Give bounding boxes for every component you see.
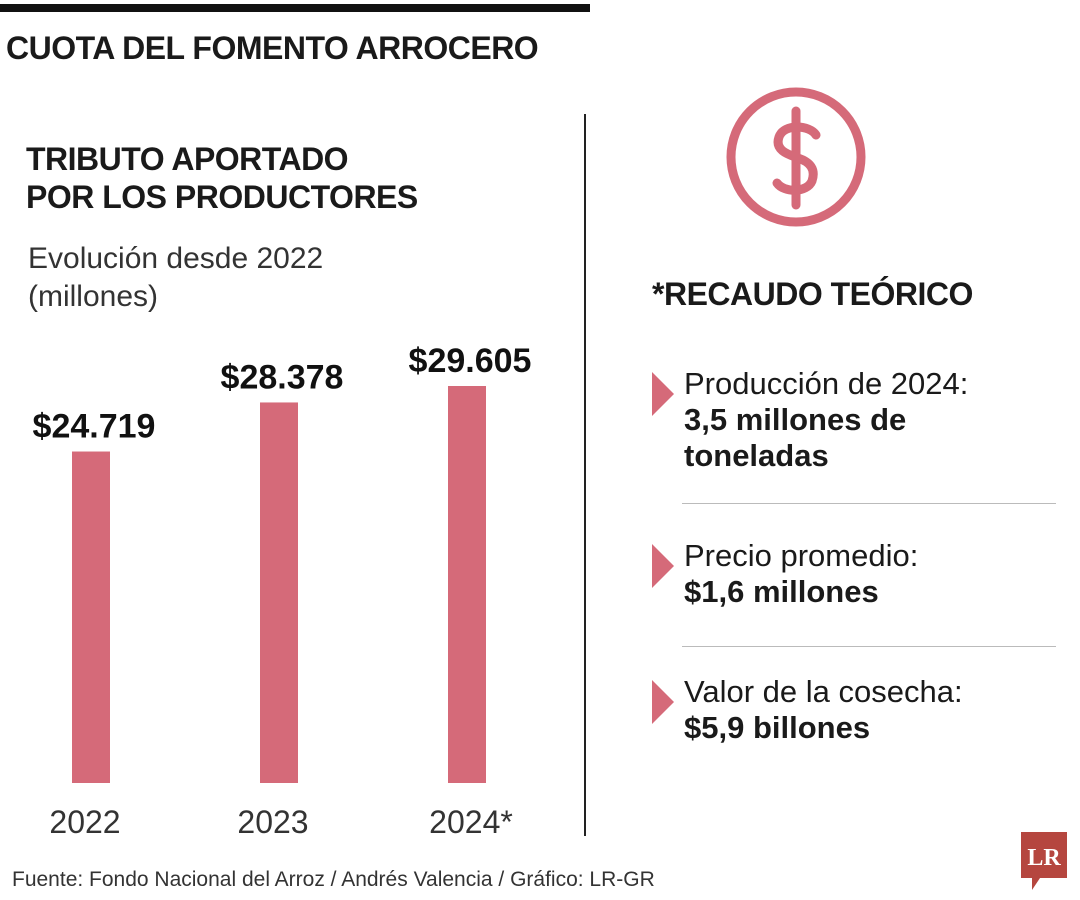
bar-2024*: [448, 386, 486, 783]
dollar-circle-icon: [726, 87, 866, 227]
divider: [682, 646, 1056, 647]
svg-text:LR: LR: [1027, 845, 1061, 871]
chart-description: Evolución desde 2022 (millones): [28, 240, 323, 316]
chart-title: TRIBUTO APORTADO POR LOS PRODUCTORES: [26, 140, 418, 216]
x-tick-label: 2024*: [429, 804, 513, 840]
item-value-line1: 3,5 millones de: [684, 402, 907, 437]
chart-title-line1: TRIBUTO APORTADO: [26, 141, 349, 177]
bar-chart: $24.719 2022 $28.378 2023 $29.605 2024*: [33, 342, 532, 840]
item-value-line2: toneladas: [684, 438, 829, 473]
chart-title-line2: POR LOS PRODUCTORES: [26, 179, 418, 215]
divider: [682, 503, 1056, 504]
vertical-divider: [584, 114, 586, 836]
description-line2: (millones): [28, 280, 159, 313]
item-label: Precio promedio:: [684, 538, 919, 573]
x-tick-label: 2022: [49, 804, 120, 840]
data-label: $28.378: [221, 358, 344, 396]
triangle-bullet-icon: [652, 544, 674, 588]
lr-logo: LR: [1021, 832, 1067, 890]
right-panel-title: *RECAUDO TEÓRICO: [652, 276, 973, 312]
triangle-bullet-icon: [652, 680, 674, 724]
item-label: Producción de 2024:: [684, 366, 969, 401]
triangle-bullet-icon: [652, 372, 674, 416]
page-title: CUOTA DEL FOMENTO ARROCERO: [6, 30, 539, 66]
item-value-line1: $1,6 millones: [684, 574, 879, 609]
data-label: $24.719: [33, 408, 156, 446]
item-value-line1: $5,9 billones: [684, 710, 871, 745]
bar-2022: [72, 451, 110, 783]
bar-2023: [260, 402, 298, 783]
item-label: Valor de la cosecha:: [684, 674, 963, 709]
source-note: Fuente: Fondo Nacional del Arroz / André…: [12, 868, 655, 891]
top-rule: [0, 4, 590, 12]
description-line1: Evolución desde 2022: [28, 242, 324, 275]
data-label: $29.605: [409, 342, 532, 380]
x-tick-label: 2023: [237, 804, 308, 840]
